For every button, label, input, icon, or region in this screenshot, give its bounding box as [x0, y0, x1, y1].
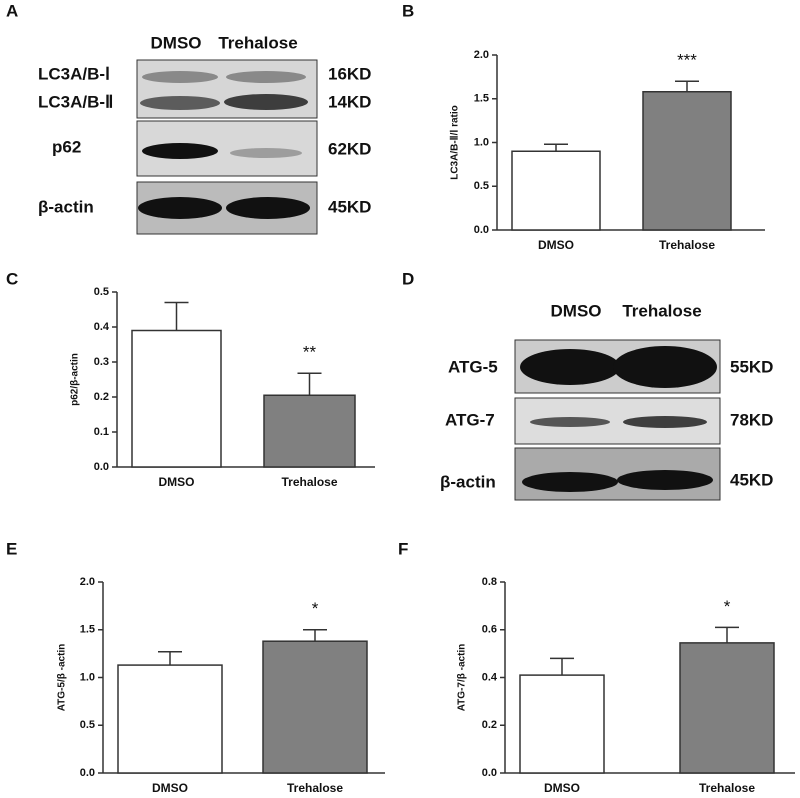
significance: ***	[677, 51, 697, 70]
size-label: 62KD	[328, 139, 371, 158]
band	[138, 197, 222, 219]
band	[623, 416, 707, 428]
y-tick-label: 0.0	[80, 767, 95, 779]
size-label: 55KD	[730, 357, 773, 376]
y-tick-label: 0.5	[474, 180, 489, 192]
y-tick-label: 0.0	[474, 224, 489, 236]
bar	[679, 642, 775, 774]
band	[226, 71, 306, 83]
size-label: 14KD	[328, 92, 371, 111]
band	[522, 472, 618, 492]
y-axis-label: ATG-5/β -actin	[57, 644, 68, 712]
size-label: 78KD	[730, 410, 773, 429]
column-header: Trehalose	[622, 301, 701, 320]
y-tick-label: 0.6	[482, 624, 497, 636]
band	[530, 417, 610, 427]
panel-label: C	[6, 269, 18, 288]
x-tick-label: Trehalose	[699, 781, 755, 795]
bar	[519, 674, 605, 774]
bar	[511, 150, 601, 231]
size-label: 16KD	[328, 64, 371, 83]
x-tick-label: DMSO	[152, 781, 188, 795]
blot-d: DMSO Trehalose ATG-5 ATG-7 β-actin 55KD …	[440, 301, 773, 501]
row-label: LC3A/B-Ⅱ	[38, 92, 113, 111]
row-label: LC3A/B-Ⅰ	[38, 64, 110, 83]
y-tick-label: 0.0	[482, 767, 497, 779]
x-tick-label: Trehalose	[287, 781, 343, 795]
y-axis-label: LC3A/B-Ⅱ/Ⅰ ratio	[450, 105, 461, 180]
panel-label: D	[402, 269, 414, 288]
row-label: β-actin	[440, 472, 496, 491]
panel-label: E	[6, 539, 17, 558]
x-tick-label: DMSO	[538, 238, 574, 252]
y-tick-label: 0.2	[482, 719, 497, 731]
x-tick-label: DMSO	[159, 475, 195, 489]
band	[142, 71, 218, 83]
y-tick-label: 0.5	[80, 719, 95, 731]
band	[520, 349, 620, 385]
blot-a: DMSO Trehalose LC3A/B-Ⅰ LC3A/B-Ⅱ p62 β-a…	[38, 33, 371, 235]
x-tick-label: DMSO	[544, 781, 580, 795]
y-tick-label: 1.5	[80, 624, 95, 636]
significance: *	[312, 599, 319, 618]
y-tick-label: 0.1	[94, 426, 109, 438]
y-tick-label: 0.2	[94, 391, 109, 403]
x-tick-label: Trehalose	[281, 475, 337, 489]
y-tick-label: 0.0	[94, 461, 109, 473]
column-header: DMSO	[151, 33, 202, 52]
bar	[642, 91, 732, 231]
row-label: ATG-7	[445, 410, 495, 429]
bar	[263, 394, 356, 468]
y-tick-label: 0.8	[482, 576, 497, 588]
panel-label: B	[402, 1, 414, 20]
column-header: DMSO	[551, 301, 602, 320]
bar	[262, 640, 368, 774]
column-header: Trehalose	[218, 33, 297, 52]
band	[142, 143, 218, 159]
y-tick-label: 1.0	[474, 136, 489, 148]
panel-label: F	[398, 539, 408, 558]
bar	[117, 664, 223, 774]
band	[230, 148, 302, 158]
y-tick-label: 2.0	[474, 49, 489, 61]
y-axis-label: p62/β-actin	[70, 353, 81, 406]
size-label: 45KD	[328, 197, 371, 216]
bar	[131, 329, 222, 468]
significance: **	[303, 343, 317, 362]
band	[140, 96, 220, 110]
band	[617, 470, 713, 490]
y-tick-label: 0.5	[94, 286, 109, 298]
row-label: ATG-5	[448, 357, 498, 376]
y-tick-label: 1.5	[474, 93, 489, 105]
significance: *	[724, 597, 731, 616]
x-tick-label: Trehalose	[659, 238, 715, 252]
row-label: p62	[52, 137, 81, 156]
panel-label: A	[6, 1, 18, 20]
y-axis-label: ATG-7/β -actin	[457, 644, 468, 712]
y-tick-label: 0.4	[482, 671, 498, 683]
band	[224, 94, 308, 110]
y-tick-label: 0.3	[94, 356, 109, 368]
band	[226, 197, 310, 219]
y-tick-label: 2.0	[80, 576, 95, 588]
row-label: β-actin	[38, 197, 94, 216]
size-label: 45KD	[730, 470, 773, 489]
y-tick-label: 0.4	[94, 321, 110, 333]
band	[613, 346, 717, 388]
y-tick-label: 1.0	[80, 671, 95, 683]
